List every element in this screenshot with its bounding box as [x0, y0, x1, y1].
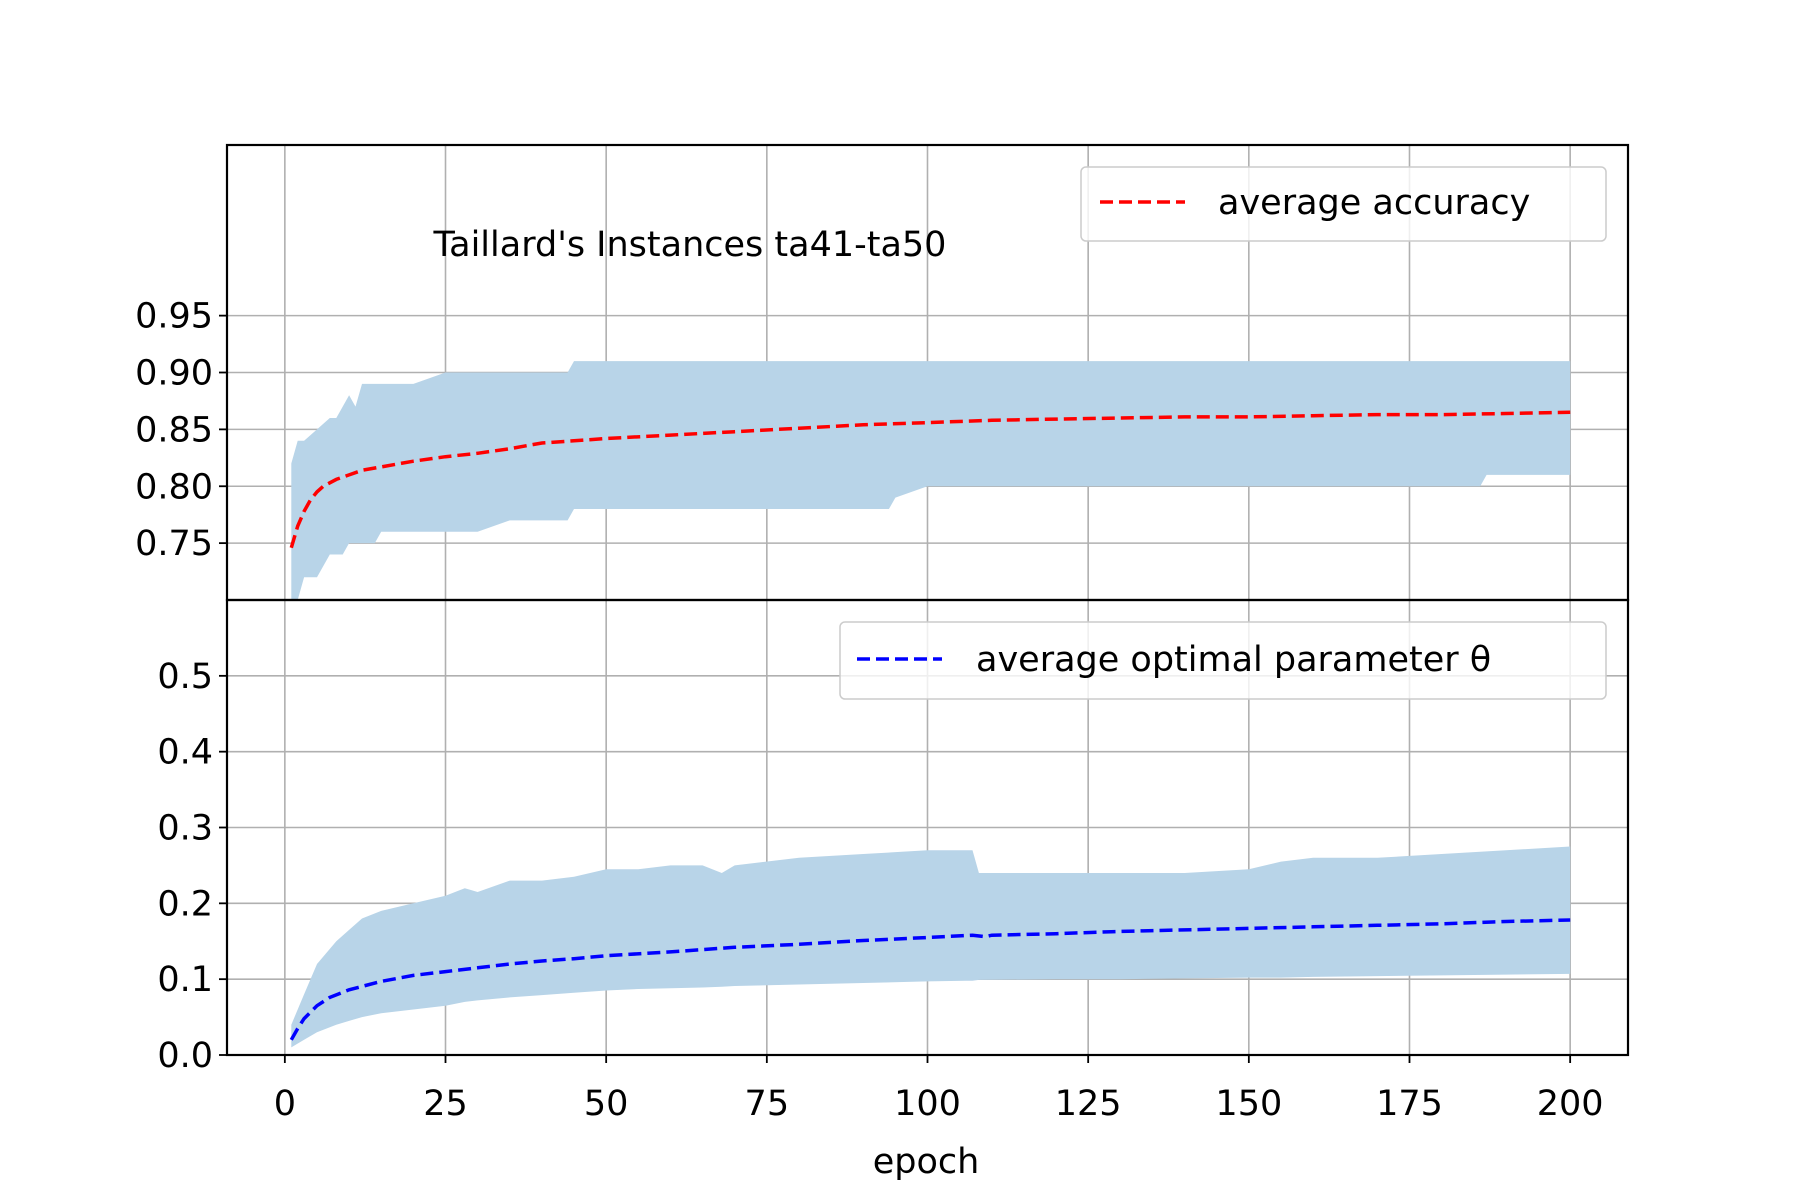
- epoch-xtick-label: 25: [423, 1084, 468, 1124]
- chart-title: Taillard's Instances ta41-ta50: [433, 225, 947, 265]
- accuracy-ytick-label: 0.85: [135, 410, 213, 450]
- parameter-panel: 0.0 0.1 0.2 0.3 0.4 0.5 0 25 50 75 100 125 150 175 20…: [157, 600, 1628, 1182]
- accuracy-ytick-label: 0.80: [135, 467, 213, 507]
- parameter-y-ticks: 0.0 0.1 0.2 0.3 0.4 0.5: [157, 657, 227, 1076]
- epoch-xtick-label: 175: [1376, 1084, 1443, 1124]
- parameter-ytick-label: 0.2: [157, 884, 213, 924]
- accuracy-legend-label: average accuracy: [1218, 183, 1530, 223]
- epoch-xtick-label: 0: [274, 1084, 296, 1124]
- accuracy-ytick-label: 0.95: [135, 297, 213, 337]
- accuracy-series-line: [289, 410, 1571, 549]
- parameter-ytick-label: 0.4: [157, 733, 213, 773]
- epoch-xtick-label: 150: [1215, 1084, 1282, 1124]
- epoch-xtick-label: 50: [584, 1084, 629, 1124]
- accuracy-legend-frame: [1080, 166, 1607, 242]
- accuracy-y-ticks: 0.75 0.80 0.85 0.90 0.95: [135, 297, 227, 564]
- epoch-xtick-label: 75: [745, 1084, 790, 1124]
- parameter-legend: average optimal parameter θ: [839, 621, 1607, 700]
- epoch-xtick-label: 200: [1537, 1084, 1604, 1124]
- parameter-ytick-label: 0.0: [157, 1036, 213, 1076]
- accuracy-legend: average accuracy: [1080, 166, 1607, 242]
- parameter-ytick-label: 0.1: [157, 960, 213, 1000]
- parameter-ytick-label: 0.3: [157, 809, 213, 849]
- accuracy-range-band: [291, 361, 1571, 600]
- x-axis-label: epoch: [873, 1142, 980, 1182]
- accuracy-ytick-label: 0.90: [135, 354, 213, 394]
- parameter-legend-label: average optimal parameter θ: [976, 640, 1491, 680]
- epoch-xtick-label: 100: [894, 1084, 961, 1124]
- epoch-xtick-label: 125: [1055, 1084, 1122, 1124]
- parameter-series-line: [289, 918, 1571, 1041]
- parameter-legend-frame: [839, 621, 1607, 700]
- parameter-ytick-label: 0.5: [157, 657, 213, 697]
- accuracy-ytick-label: 0.75: [135, 524, 213, 564]
- parameter-axes-frame: [225, 598, 1630, 1057]
- parameter-range-band: [291, 846, 1571, 1048]
- accuracy-panel: 0.75 0.80 0.85 0.90 0.95 Taillard's Instance…: [135, 145, 1628, 600]
- epoch-x-ticks: 0 25 50 75 100 125 150 175 200: [274, 1055, 1604, 1124]
